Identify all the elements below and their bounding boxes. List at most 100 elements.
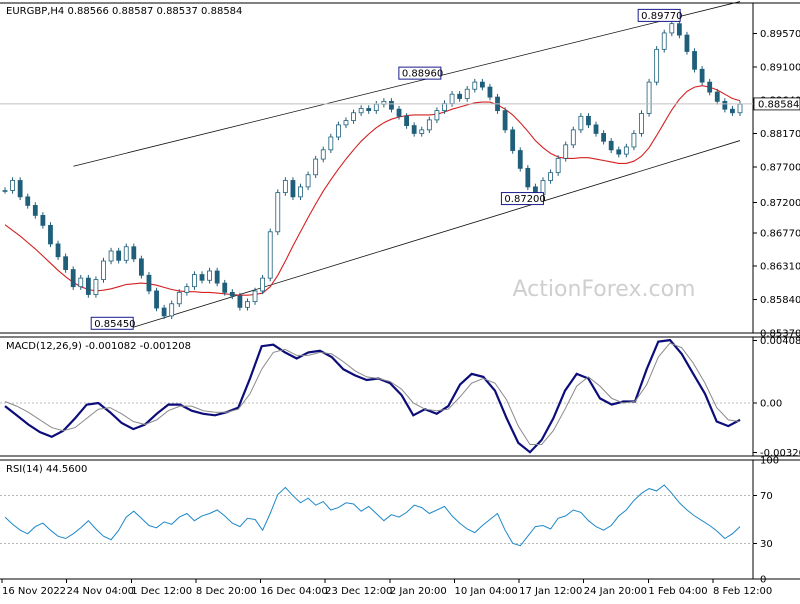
candle-body [623, 146, 629, 155]
candle-body [404, 115, 409, 126]
candle-body [138, 258, 144, 276]
price-annotation-label: 0.88960 [402, 69, 443, 80]
candle-body [320, 149, 326, 160]
candle-body [85, 277, 91, 295]
candle-body [517, 150, 523, 169]
ma-line [4, 85, 741, 296]
price-tick-label: 0.87200 [760, 198, 800, 209]
candle-body [631, 133, 637, 148]
candle-body [639, 113, 644, 134]
macd-panel-title: MACD(12,26,9) -0.001082 -0.001208 [6, 341, 191, 352]
candle-body [101, 260, 106, 280]
candle-body [313, 158, 319, 176]
candle-body [63, 256, 69, 270]
price-annotation-label: 0.89770 [641, 11, 682, 22]
candle-body [570, 129, 576, 146]
macd-y-ticks: 0.004083 0.00 -0.003209 [0, 336, 800, 459]
time-tick-label: 16 Nov 2022 [2, 586, 66, 597]
candle-body [214, 270, 220, 284]
candle-body [426, 119, 432, 131]
candle-body [457, 93, 463, 99]
rsi-panel-title: RSI(14) 44.5600 [6, 464, 87, 475]
candle-body [737, 103, 743, 114]
price-annotation-box [90, 316, 134, 330]
candle-body [601, 133, 607, 142]
rsi-tick-label: 100 [760, 456, 779, 467]
price-annotation: 0.85450 [90, 316, 136, 330]
candle-body [25, 196, 31, 206]
price-annotation-label: 0.87200 [504, 194, 545, 205]
time-tick-label: 8 Dec 20:00 [196, 586, 257, 597]
candle-body [525, 167, 531, 188]
price-tick-label: 0.89100 [760, 63, 800, 74]
price-annotation: 0.88960 [398, 66, 443, 80]
candle-body [282, 180, 288, 193]
price-tick-label: 0.85840 [760, 295, 800, 306]
candle-body [608, 140, 614, 151]
candle-body [616, 149, 622, 155]
price-annotation-box [398, 66, 442, 80]
price-annotation-label: 0.85450 [94, 319, 135, 330]
candle-body [146, 274, 152, 292]
price-tick-label: 0.87700 [760, 162, 800, 173]
price-annotation: 0.89770 [637, 8, 683, 22]
price-annotation-box [500, 192, 544, 206]
candle-body [411, 125, 417, 134]
candle-body [123, 246, 129, 261]
rsi-line [4, 484, 741, 547]
candle-body [661, 32, 667, 50]
candle-body [222, 282, 228, 293]
macd-signal-line [4, 342, 741, 445]
candle-body [389, 100, 394, 110]
candle-body [70, 269, 76, 288]
macd-line [4, 338, 741, 454]
price-tick-label: 0.89570 [760, 29, 800, 40]
candle-body [464, 88, 470, 99]
candle-body [654, 48, 660, 83]
candle-body [578, 115, 584, 131]
candle-body [730, 108, 735, 114]
candle-body [108, 250, 114, 262]
candle-body [449, 93, 455, 104]
candle-body [343, 120, 349, 126]
candle-body [593, 124, 599, 134]
candle-body [472, 81, 478, 90]
candle-body [555, 157, 561, 174]
time-tick-label: 24 Jan 20:00 [584, 586, 647, 597]
candle-body [714, 91, 720, 102]
time-tick-label: 1 Dec 12:00 [131, 586, 192, 597]
candle-body [676, 23, 682, 36]
candle-body [692, 51, 697, 70]
price-annotation-box [637, 8, 681, 22]
time-tick-label: 24 Nov 04:00 [67, 586, 134, 597]
candle-body [267, 231, 273, 279]
candle-body [502, 110, 508, 131]
candle-body [298, 186, 303, 198]
candle-body [669, 23, 675, 34]
candle-body [290, 180, 296, 198]
candle-body [419, 129, 425, 134]
candle-body [161, 307, 167, 317]
candles [2, 20, 743, 320]
current-price-label: 0.88584 [758, 99, 799, 110]
candle-body [40, 214, 46, 226]
candle-body [93, 279, 99, 295]
rsi-tick-label: 70 [760, 491, 773, 502]
time-tick-label: 2 Jan 20:00 [390, 586, 447, 597]
time-tick-label: 23 Dec 12:00 [325, 586, 392, 597]
price-panel-title: EURGBP,H4 0.88566 0.88587 0.88537 0.8858… [6, 6, 242, 17]
rsi-lines [4, 484, 741, 547]
candle-body [192, 274, 197, 288]
time-tick-label: 1 Feb 04:00 [648, 586, 707, 597]
rsi-tick-label: 30 [760, 539, 773, 550]
candle-body [646, 81, 652, 114]
price-annotation: 0.87200 [500, 192, 546, 206]
candle-body [487, 86, 493, 98]
price-tick-label: 0.85370 [760, 329, 800, 340]
candle-body [252, 290, 258, 303]
time-tick-label: 10 Jan 04:00 [454, 586, 517, 597]
macd-panel: 0.004083 0.00 -0.003209 MACD(12,26,9) -0.0… [0, 336, 800, 459]
candle-body [510, 129, 516, 151]
